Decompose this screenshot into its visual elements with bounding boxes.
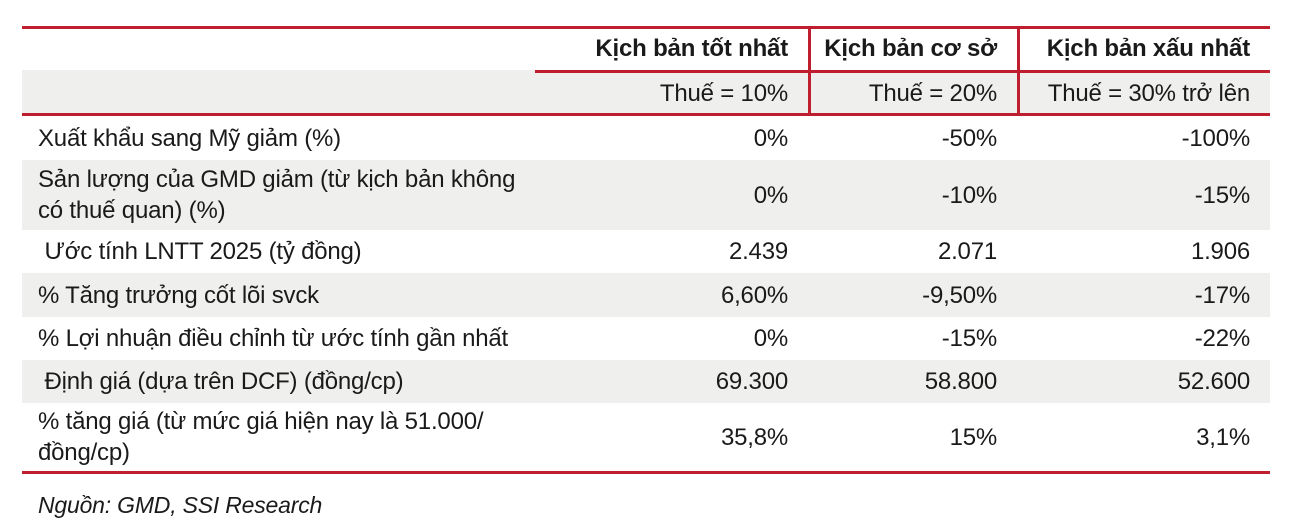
cell-value: -17%	[1194, 281, 1250, 309]
row-label: Xuất khẩu sang Mỹ giảm (%)	[38, 124, 341, 152]
cell-value: 2.071	[937, 238, 997, 265]
header-underline-rule	[535, 70, 1270, 73]
table-row: Sản lượng của GMD giảm (từ kịch bản khôn…	[22, 160, 1270, 230]
cell-value: -15%	[941, 325, 997, 352]
subheader-spacer	[22, 70, 537, 116]
table-bottom-rule	[22, 471, 1270, 474]
table-row: % Lợi nhuận điều chỉnh từ ước tính gần n…	[22, 317, 1270, 360]
cell-value: 58.800	[924, 368, 997, 395]
table-row: % tăng giá (từ mức giá hiện nay là 51.00…	[22, 403, 1270, 471]
tax-subheader-row: Thuế = 10% Thuế = 20% Thuế = 30% trở lên	[22, 70, 1270, 116]
cell-value: 0%	[753, 325, 788, 352]
cell-value: 69.300	[715, 368, 788, 395]
subheader-underline-rule	[22, 113, 1270, 116]
row-label: Sản lượng của GMD giảm (từ kịch bản khôn…	[38, 166, 516, 224]
cell-value: 15%	[949, 423, 998, 451]
cell-value: -10%	[941, 181, 997, 209]
cell-value: -15%	[1194, 181, 1250, 209]
table-row: % Tăng trưởng cốt lõi svck 6,60% -9,50% …	[22, 273, 1270, 317]
scenario-header-row: Kịch bản tốt nhất Kịch bản cơ sở Kịch bả…	[22, 26, 1270, 70]
scenario-header-worst: Kịch bản xấu nhất	[1046, 34, 1250, 62]
tax-subheader-best: Thuế = 10%	[659, 79, 788, 107]
cell-value: -50%	[941, 124, 997, 152]
table-row: Xuất khẩu sang Mỹ giảm (%) 0% -50% -100%	[22, 116, 1270, 160]
cell-value: 2.439	[728, 238, 788, 265]
table-row: Ước tính LNTT 2025 (tỷ đồng) 2.439 2.071…	[22, 230, 1270, 273]
source-note: Nguồn: GMD, SSI Research	[38, 492, 323, 518]
scenario-table: Kịch bản tốt nhất Kịch bản cơ sở Kịch bả…	[22, 26, 1270, 474]
scenario-header-best: Kịch bản tốt nhất	[595, 34, 788, 62]
row-label: % tăng giá (từ mức giá hiện nay là 51.00…	[38, 408, 484, 466]
cell-value: 0%	[753, 181, 788, 209]
tax-subheader-base: Thuế = 20%	[868, 79, 997, 107]
cell-value: -9,50%	[922, 281, 997, 309]
cell-value: 6,60%	[720, 281, 788, 309]
header-spacer	[22, 26, 537, 70]
cell-value: 35,8%	[720, 423, 788, 451]
cell-value: 0%	[753, 124, 788, 152]
cell-value: 1.906	[1190, 238, 1250, 265]
column-divider-line-1	[808, 26, 811, 116]
row-label: % Lợi nhuận điều chỉnh từ ước tính gần n…	[38, 325, 508, 352]
table-top-rule	[22, 26, 1270, 29]
table-row: Định giá (dựa trên DCF) (đồng/cp) 69.300…	[22, 360, 1270, 403]
tax-subheader-worst: Thuế = 30% trở lên	[1047, 79, 1250, 107]
cell-value: -22%	[1194, 325, 1250, 352]
scenario-header-base: Kịch bản cơ sở	[824, 34, 997, 62]
cell-value: -100%	[1181, 124, 1251, 152]
column-divider-line-2	[1017, 26, 1020, 116]
row-label: Ước tính LNTT 2025 (tỷ đồng)	[38, 238, 362, 265]
cell-value: 3,1%	[1196, 423, 1250, 451]
cell-value: 52.600	[1177, 368, 1250, 395]
row-label: % Tăng trưởng cốt lõi svck	[38, 281, 319, 309]
row-label: Định giá (dựa trên DCF) (đồng/cp)	[38, 368, 404, 395]
